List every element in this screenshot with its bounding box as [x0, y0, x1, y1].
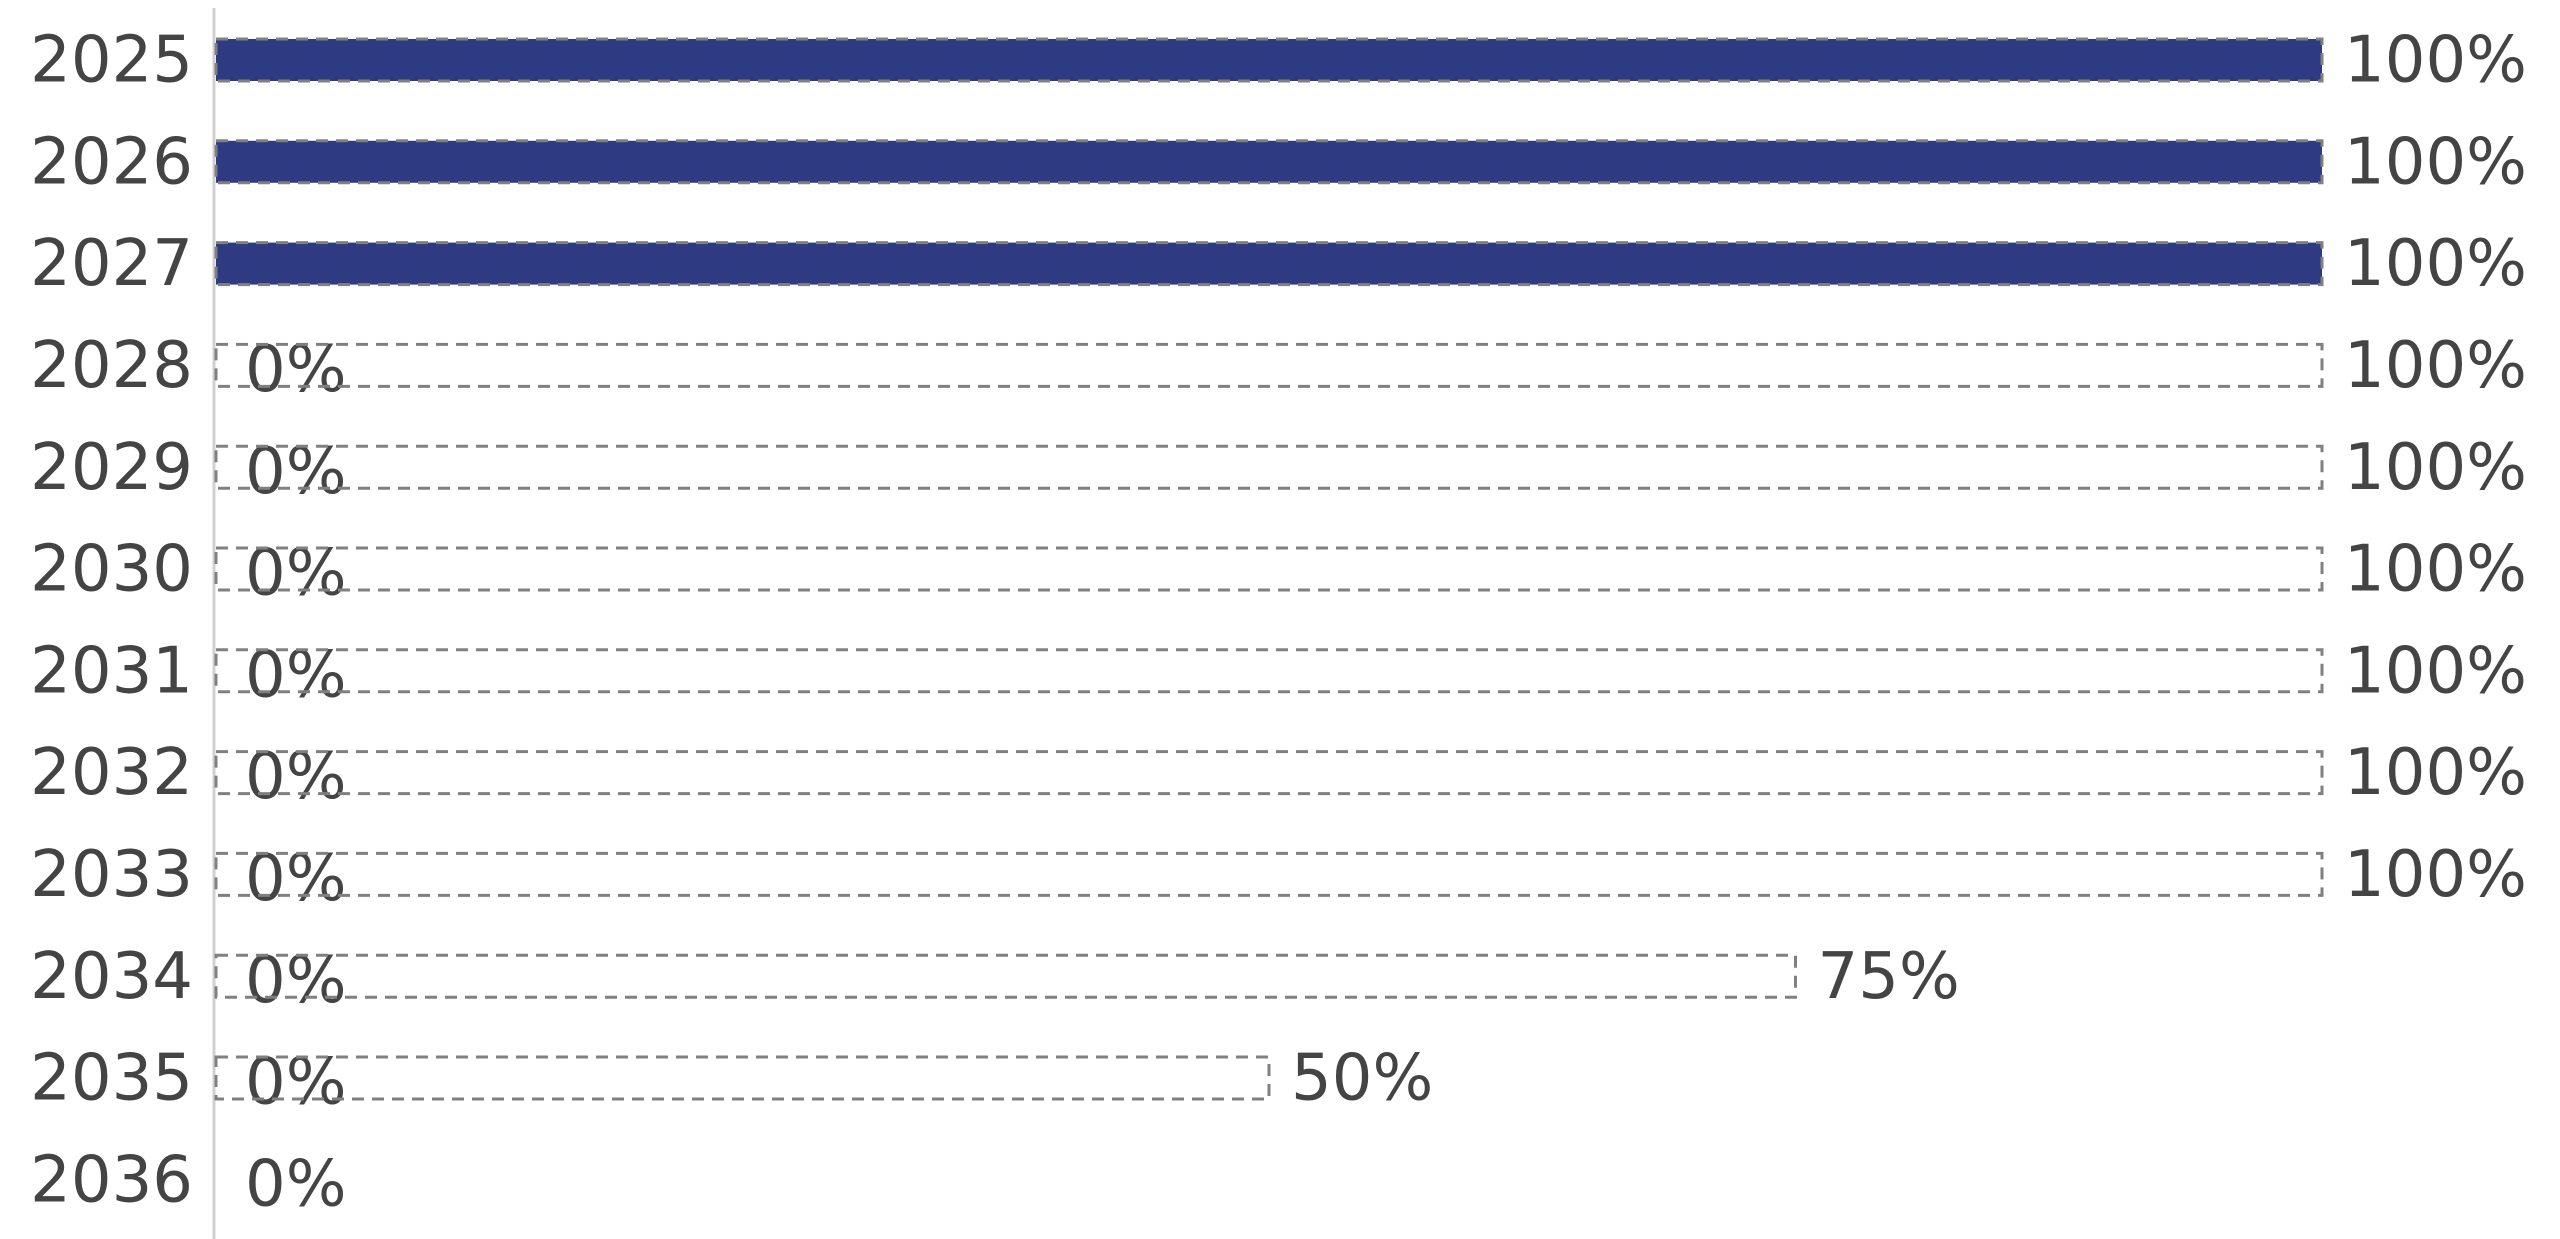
- y-tick-label: 2025: [30, 24, 193, 98]
- target-bar: [214, 241, 2324, 287]
- target-bar: [214, 953, 1797, 999]
- target-bar: [214, 1055, 1271, 1101]
- y-tick-label: 2034: [30, 940, 193, 1014]
- target-bar: [214, 37, 2324, 83]
- value-label: 100%: [2344, 24, 2527, 98]
- value-label: 0%: [245, 1147, 347, 1221]
- y-tick-label: 2035: [30, 1042, 193, 1116]
- y-tick-label: 2028: [30, 329, 193, 403]
- bar: [216, 140, 2322, 183]
- bar: [216, 39, 2322, 81]
- target-bar: [214, 648, 2324, 694]
- target-bar: [214, 139, 2324, 185]
- value-label: 100%: [2344, 329, 2527, 403]
- target-bar: [214, 444, 2324, 490]
- y-tick-label: 2027: [30, 227, 193, 301]
- y-tick-label: 2030: [30, 533, 193, 607]
- value-label: 100%: [2344, 634, 2527, 708]
- y-tick-label: 2029: [30, 431, 193, 505]
- value-label: 50%: [1291, 1042, 1433, 1116]
- y-tick-label: 2032: [30, 736, 193, 810]
- target-bar: [214, 851, 2324, 897]
- bar: [216, 242, 2322, 285]
- y-tick-label: 2026: [30, 125, 193, 199]
- value-label: 100%: [2344, 533, 2527, 607]
- value-label: 100%: [2344, 736, 2527, 810]
- value-label: 100%: [2344, 431, 2527, 505]
- y-tick-label: 2036: [30, 1143, 193, 1217]
- target-bar: [214, 546, 2324, 592]
- value-label: 75%: [1818, 940, 1960, 1014]
- value-label: 100%: [2344, 227, 2527, 301]
- target-bar: [214, 750, 2324, 796]
- y-tick-label: 2033: [30, 838, 193, 912]
- value-label: 100%: [2344, 125, 2527, 199]
- value-label: 100%: [2344, 838, 2527, 912]
- y-tick-label: 2031: [30, 634, 193, 708]
- target-bar: [214, 342, 2324, 388]
